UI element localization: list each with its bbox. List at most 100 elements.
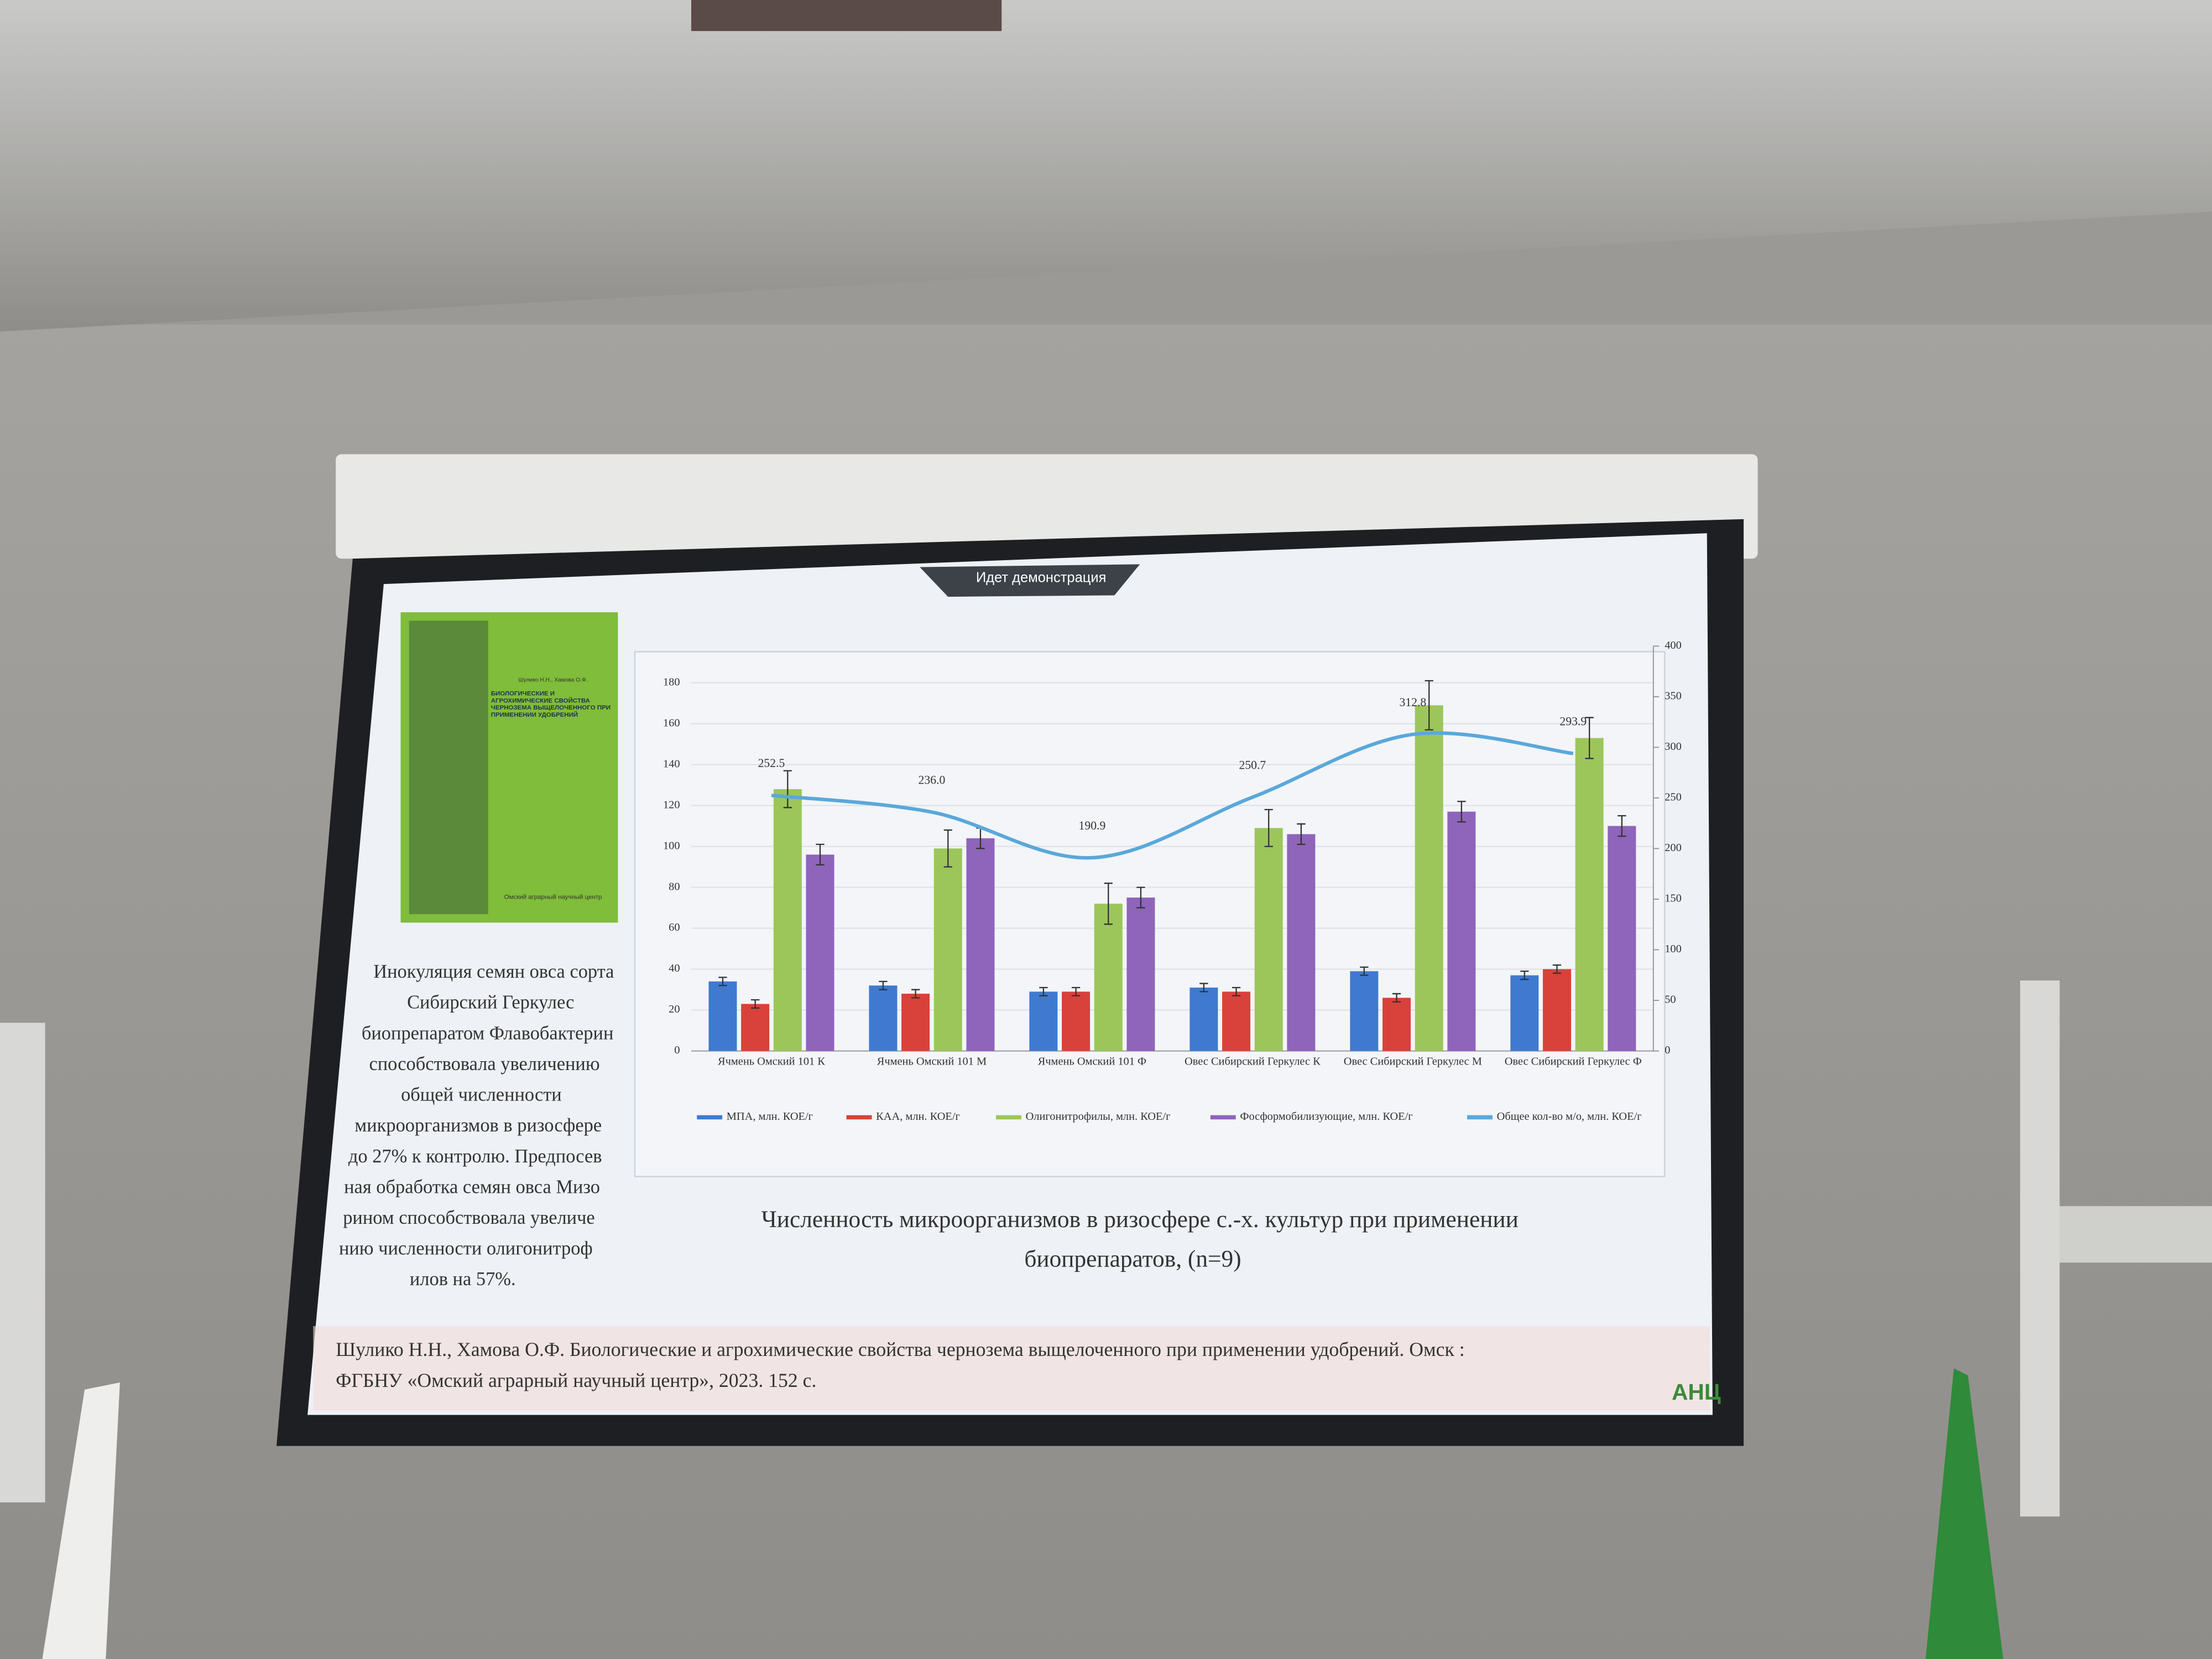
text-line: ная обработка семян овса Мизо: [344, 1176, 600, 1197]
x-tick-label: Ячмень Омский 101 К: [718, 1056, 825, 1068]
error-bar: [1520, 971, 1529, 980]
y2-tick-label: 400: [1665, 639, 1682, 651]
text-line: биопрепаратом Флавобактерин: [362, 1022, 613, 1044]
error-bar: [1457, 801, 1466, 823]
legend-label: Олигонитрофилы, млн. КОЕ/г: [1026, 1110, 1171, 1123]
line: [771, 731, 1574, 860]
data-label: 190.9: [1079, 819, 1106, 832]
bar: [1126, 898, 1155, 1051]
x-tick-label: Ячмень Омский 101 М: [877, 1056, 987, 1068]
error-bar: [1392, 993, 1401, 1003]
bar: [1542, 969, 1571, 1051]
data-label: 250.7: [1239, 758, 1266, 771]
y-tick-label: 180: [663, 676, 680, 688]
error-bar: [911, 989, 920, 999]
bar: [1029, 992, 1058, 1051]
ceiling: [0, 0, 2212, 332]
error-bar: [1136, 886, 1145, 909]
y-tick-label: 40: [669, 962, 680, 974]
bar: [1350, 971, 1379, 1051]
bar: [1287, 834, 1316, 1051]
y2-tick-label: 150: [1665, 893, 1682, 905]
text-line: нию численности олигонитроф: [339, 1238, 593, 1259]
bar: [901, 993, 930, 1051]
y-tick-label: 0: [674, 1044, 680, 1056]
chart-title: Численность микроорганизмов в ризосфере …: [761, 1206, 1519, 1233]
bar: [1510, 975, 1539, 1051]
text-line: Инокуляция семян овса сорта: [373, 961, 614, 982]
y-tick-label: 60: [669, 921, 680, 933]
bar: [806, 854, 834, 1051]
y-tick-label: 120: [663, 799, 680, 811]
text-line: рином способствовала увеличе: [343, 1207, 595, 1228]
text-line: до 27% к контролю. Предпосев: [348, 1146, 602, 1167]
air-conditioner: [2059, 1206, 2212, 1263]
y2-tick-label: 100: [1665, 943, 1682, 955]
book-title-box: Биологические и агрохимические свойства …: [491, 691, 611, 718]
error-bar: [1232, 987, 1241, 997]
data-label: 312.8: [1399, 696, 1426, 709]
bar: [1415, 705, 1443, 1051]
flag-left: [42, 1383, 120, 1659]
legend-label: КАА, млн. КОЕ/г: [876, 1110, 960, 1123]
bar: [1222, 992, 1251, 1051]
error-bar: [1104, 883, 1113, 925]
text-line: микроорганизмов в ризосфере: [354, 1115, 602, 1136]
error-bar: [1297, 823, 1306, 846]
y-tick-label: 80: [669, 880, 680, 893]
legend-label: МПА, млн. КОЕ/г: [727, 1110, 813, 1123]
y2-tick-label: 350: [1665, 690, 1682, 702]
error-bar: [879, 980, 888, 990]
logo: АНЦ: [1672, 1379, 1721, 1405]
error-bar: [1039, 987, 1048, 997]
bar: [966, 838, 995, 1051]
bar: [773, 789, 802, 1051]
error-bar: [1618, 815, 1626, 837]
error-bar: [1425, 680, 1433, 731]
x-tick-label: Овес Сибирский Геркулес М: [1344, 1056, 1482, 1068]
status-text: Идет демонстрация: [976, 570, 1107, 586]
chart-title: биопрепаратов, (n=9): [1024, 1246, 1241, 1272]
y2-tick-label: 300: [1665, 740, 1682, 753]
y-tick-label: 160: [663, 717, 680, 729]
x-tick-label: Овес Сибирский Геркулес К: [1185, 1056, 1321, 1068]
data-label: 252.5: [758, 757, 785, 770]
error-bar: [1552, 964, 1562, 974]
error-bar: [750, 999, 760, 1009]
error-bar: [1199, 983, 1208, 993]
ceiling-vent: [691, 0, 1002, 32]
bar: [1383, 998, 1411, 1051]
text-line: Сибирский Геркулес: [407, 992, 574, 1013]
error-bar: [1071, 987, 1081, 997]
speaker-left: [0, 1022, 45, 1503]
citation-band: [313, 1326, 1710, 1411]
error-bar: [943, 829, 952, 868]
slide-text: Инокуляция семян овса сорта Сибирский Гер…: [339, 961, 614, 1290]
bar: [869, 985, 898, 1051]
bar: [1608, 826, 1636, 1051]
y-tick-label: 100: [663, 839, 680, 852]
error-bar: [816, 843, 825, 866]
book-title: Биологические и агрохимические свойства …: [491, 691, 611, 718]
x-tick-label: Ячмень Омский 101 Ф: [1038, 1056, 1146, 1068]
text-line: общей численности: [401, 1084, 562, 1105]
book-authors: Шулико Н.Н., Хамова О.Ф.: [518, 677, 587, 683]
error-bar: [718, 977, 727, 987]
bar: [1062, 992, 1091, 1051]
legend-label: Фосформобилизующие, млн. КОЕ/г: [1240, 1110, 1412, 1123]
status-badge: [920, 564, 1140, 597]
y2-tick-label: 200: [1665, 842, 1682, 854]
citation-line: Шулико Н.Н., Хамова О.Ф. Биологические и…: [336, 1338, 1465, 1360]
error-bar: [783, 770, 792, 808]
book-publisher: Омский аграрный научный центр: [504, 894, 602, 900]
bar: [1190, 987, 1218, 1051]
bar: [1094, 904, 1123, 1051]
bar: [1447, 811, 1476, 1051]
book-photos: [409, 620, 488, 915]
bar: [1254, 828, 1283, 1051]
citation-line: ФГБНУ «Омский аграрный научный центр», 2…: [336, 1369, 816, 1391]
data-label: 293.9: [1559, 714, 1587, 728]
y2-tick-label: 50: [1665, 994, 1676, 1006]
